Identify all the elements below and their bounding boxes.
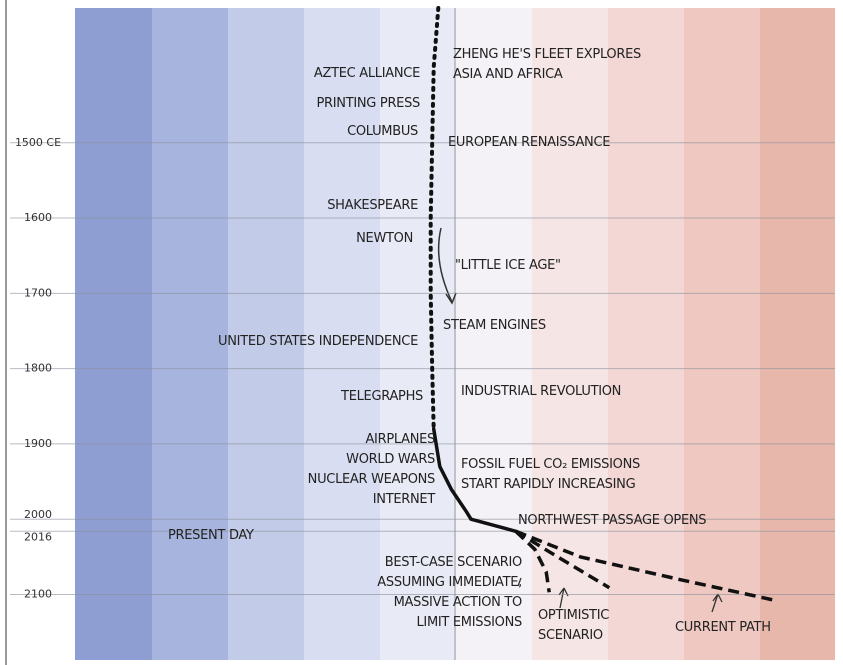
line (428, 6, 441, 431)
annotation: FOSSIL FUEL CO₂ EMISSIONS START RAPIDLY … (461, 457, 640, 492)
band (456, 8, 532, 660)
band (75, 8, 152, 660)
band (152, 8, 228, 660)
annotation: INDUSTRIAL REVOLUTION (461, 384, 622, 399)
annotation: STEAM ENGINES (443, 318, 546, 333)
band (608, 8, 684, 660)
annotation: PRESENT DAY (168, 528, 254, 543)
band (760, 8, 835, 660)
line (515, 529, 777, 603)
band (228, 8, 304, 660)
annotation: UNITED STATES INDEPENDENCE (218, 334, 418, 349)
annotation: "LITTLE ICE AGE" (455, 258, 561, 273)
band (304, 8, 380, 660)
band (380, 8, 456, 660)
annotation: COLUMBUS (347, 124, 418, 139)
y-tick-label: 2000 (24, 508, 52, 521)
y-tick-label: 2016 (24, 530, 52, 543)
arrow (517, 577, 723, 613)
line (514, 530, 551, 593)
annotation: BEST-CASE SCENARIO ASSUMING IMMEDIATE, M… (377, 555, 522, 630)
annotation: EUROPEAN RENAISSANCE (448, 135, 611, 150)
annotation: CURRENT PATH (675, 620, 771, 635)
y-tick-label: 1900 (24, 437, 52, 450)
annotation: AZTEC ALLIANCE (313, 66, 420, 81)
line (431, 427, 518, 534)
line (514, 529, 611, 590)
annotation: OPTIMISTIC SCENARIO (538, 608, 610, 643)
y-tick-label: 2100 (24, 587, 52, 600)
annotation: NORTHWEST PASSAGE OPENS (518, 513, 707, 528)
arrow-head (445, 292, 457, 305)
arrow (437, 227, 453, 303)
annotation: ZHENG HE'S FLEET EXPLORES ASIA AND AFRIC… (453, 47, 641, 82)
annotation: TELEGRAPHS (341, 389, 423, 404)
annotation: PRINTING PRESS (316, 96, 420, 111)
annotation: AIRPLANES WORLD WARS NUCLEAR WEAPONS INT… (307, 432, 436, 507)
y-tick-label: 1700 (24, 286, 52, 299)
y-tick-label: 1500 CE (15, 136, 61, 149)
annotation: SHAKESPEARE (327, 198, 418, 213)
y-tick-label: 1600 (24, 211, 52, 224)
band (684, 8, 760, 660)
y-tick-label: 1800 (24, 362, 52, 375)
annotation: NEWTON (356, 231, 413, 246)
